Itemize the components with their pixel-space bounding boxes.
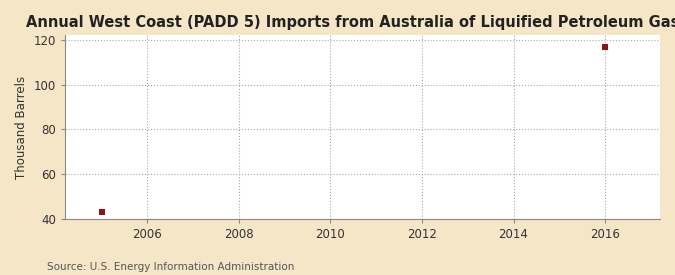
Text: Source: U.S. Energy Information Administration: Source: U.S. Energy Information Administ…: [47, 262, 294, 272]
Y-axis label: Thousand Barrels: Thousand Barrels: [15, 75, 28, 178]
Title: Annual West Coast (PADD 5) Imports from Australia of Liquified Petroleum Gases: Annual West Coast (PADD 5) Imports from …: [26, 15, 675, 30]
